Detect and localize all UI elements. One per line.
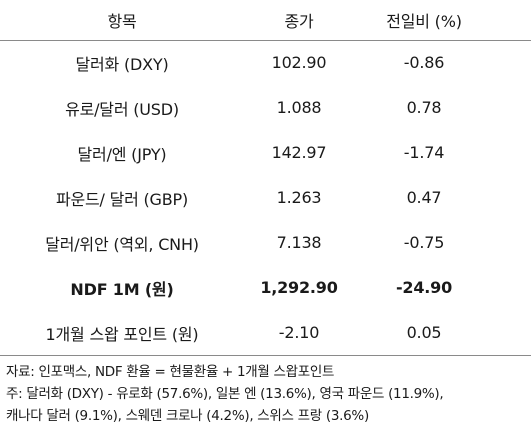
row-close: 142.97 [271,143,327,162]
row-close: -2.10 [278,323,320,342]
row-change: 0.78 [406,98,442,117]
row-close: 1.088 [276,98,322,117]
row-change: 0.47 [406,188,442,207]
row-item: 파운드/ 달러 (GBP) [55,189,189,209]
table-row-highlight: NDF 1M (원) 1,292.90 -24.90 [0,265,531,310]
table-row: 1개월 스왑 포인트 (원) -2.10 0.05 [0,310,531,355]
table-row: 파운드/ 달러 (GBP) 1.263 0.47 [0,175,531,220]
row-close: 102.90 [271,53,327,72]
row-item: 달러화 (DXY) [75,54,169,74]
table-row: 유로/달러 (USD) 1.088 0.78 [0,85,531,130]
row-item: 1개월 스왑 포인트 (원) [45,324,199,344]
source-note: 자료: 인포맥스, NDF 환율 = 현물환율 + 1개월 스왑포인트 [6,364,335,380]
dxy-note-continued: 캐나다 달러 (9.1%), 스웨덴 크로나 (4.2%), 스위스 프랑 (3… [6,408,369,424]
footnotes: 자료: 인포맥스, NDF 환율 = 현물환율 + 1개월 스왑포인트 주: 달… [6,361,531,427]
row-close: 1.263 [276,188,322,207]
row-item: NDF 1M (원) [70,279,174,299]
row-change: -0.75 [403,233,445,252]
header-close: 종가 [284,12,314,31]
row-item: 달러/엔 (JPY) [77,144,167,164]
row-change: -24.90 [395,278,453,297]
row-item: 달러/위안 (역외, CNH) [45,234,199,254]
row-close: 7.138 [276,233,322,252]
row-close: 1,292.90 [260,278,338,297]
table-header-row: 항목 종가 전일비 (%) [0,0,531,40]
row-item: 유로/달러 (USD) [65,99,179,119]
fx-table: 항목 종가 전일비 (%) 달러화 (DXY) 102.90 -0.86 유로/… [0,0,531,355]
row-change: -1.74 [403,143,445,162]
header-divider [0,40,531,41]
table-row: 달러화 (DXY) 102.90 -0.86 [0,40,531,85]
header-item: 항목 [107,12,137,31]
row-change: -0.86 [403,53,445,72]
table-row: 달러/위안 (역외, CNH) 7.138 -0.75 [0,220,531,265]
header-change: 전일비 (%) [386,12,462,31]
dxy-note: 주: 달러화 (DXY) - 유로화 (57.6%), 일본 엔 (13.6%)… [6,386,444,402]
table-bottom-divider [0,355,531,356]
row-change: 0.05 [406,323,442,342]
table-row: 달러/엔 (JPY) 142.97 -1.74 [0,130,531,175]
